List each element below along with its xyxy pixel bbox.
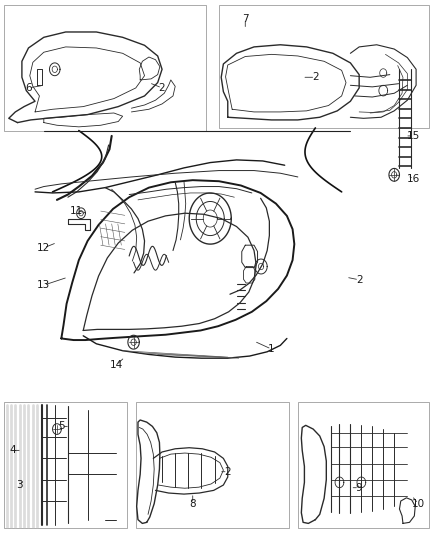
Text: 2: 2: [356, 275, 363, 285]
Text: 16: 16: [407, 174, 420, 183]
Text: 10: 10: [412, 499, 425, 508]
Text: 12: 12: [37, 243, 50, 253]
Text: 13: 13: [37, 280, 50, 290]
Text: 7: 7: [242, 14, 249, 23]
Text: 6: 6: [25, 83, 32, 93]
FancyBboxPatch shape: [4, 5, 206, 131]
Text: 2: 2: [224, 467, 231, 477]
Text: 15: 15: [407, 131, 420, 141]
FancyBboxPatch shape: [298, 402, 429, 528]
Text: 5: 5: [58, 422, 65, 431]
Text: 2: 2: [159, 83, 166, 93]
Text: 11: 11: [70, 206, 83, 215]
Text: 9: 9: [356, 483, 363, 492]
FancyBboxPatch shape: [4, 402, 127, 528]
FancyBboxPatch shape: [136, 402, 289, 528]
FancyBboxPatch shape: [219, 5, 429, 128]
Text: 1: 1: [268, 344, 275, 354]
Text: 8: 8: [189, 499, 196, 508]
Text: 3: 3: [16, 480, 23, 490]
Text: 14: 14: [110, 360, 123, 370]
Text: 4: 4: [10, 446, 17, 455]
Text: 2: 2: [312, 72, 319, 82]
